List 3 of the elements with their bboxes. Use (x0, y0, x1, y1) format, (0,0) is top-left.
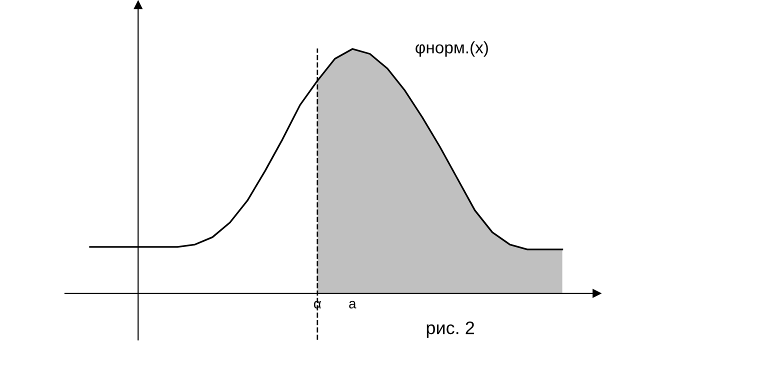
series-label: φнорм.(x) (416, 41, 488, 57)
x-tick-label: a (349, 300, 356, 308)
text: рис. 2 (426, 321, 474, 338)
